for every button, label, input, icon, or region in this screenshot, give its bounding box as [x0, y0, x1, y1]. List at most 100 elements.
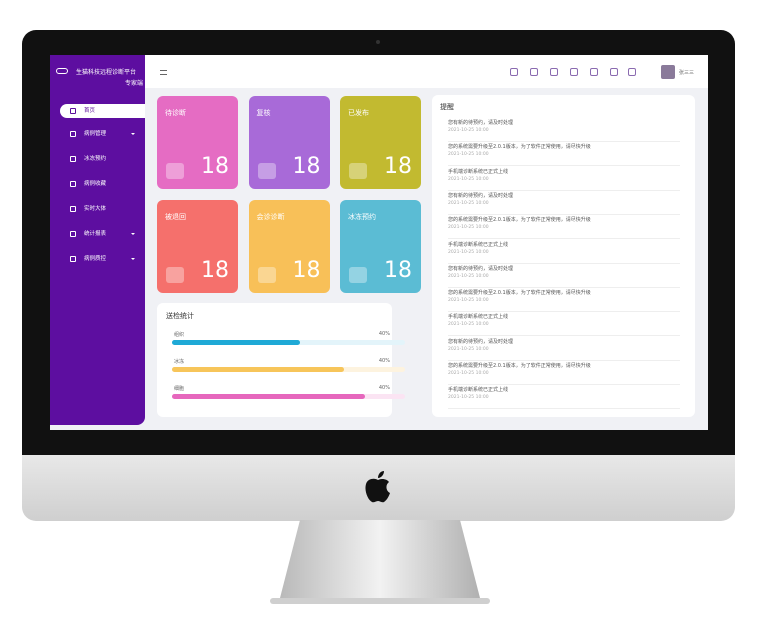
header-icon[interactable]	[590, 68, 598, 76]
progress-bar	[172, 367, 345, 372]
stat-percent: 40%	[378, 385, 390, 391]
reminder-time: 2021-10-25 10:00	[448, 152, 489, 158]
reminder-text: 您有新的待预约，请及时处理	[448, 192, 514, 199]
reminder-time: 2021-10-25 10:00	[448, 346, 489, 352]
menu-icon	[70, 256, 76, 262]
header-icon[interactable]	[510, 68, 518, 76]
menu-item[interactable]: 病例质控	[60, 252, 145, 266]
screen: 生猫科技远程诊断平台 专家端 张三三 送检统计 提醒 首页 病例管理 冰冻预约 病例收…	[50, 55, 708, 430]
header-icon[interactable]	[530, 68, 538, 76]
stat-card[interactable]: 待诊断 18	[157, 96, 238, 189]
reminder-item[interactable]: 手机端诊断系统已正式上线 2021-10-25 10:00	[448, 168, 680, 191]
reminder-text: 手机端诊断系统已正式上线	[448, 168, 509, 175]
header-icon[interactable]	[610, 68, 618, 76]
progress-track	[172, 394, 405, 399]
progress-bar	[172, 340, 301, 345]
reminder-text: 您的系统需要升级至2.0.1版本，为了软件正常使用，请尽快升级	[448, 363, 591, 369]
reminder-time: 2021-10-25 10:00	[448, 298, 489, 304]
menu-item[interactable]: 冰冻预约	[60, 152, 145, 166]
card-label: 复核	[256, 109, 271, 117]
stat-percent: 40%	[378, 331, 390, 337]
reminder-item[interactable]: 手机端诊断系统已正式上线 2021-10-25 10:00	[448, 313, 680, 337]
card-label: 被退回	[165, 213, 186, 221]
reminder-time: 2021-10-25 10:00	[448, 273, 489, 279]
reminder-time: 2021-10-25 10:00	[448, 225, 489, 231]
menu-label: 病例管理	[84, 131, 107, 137]
progress-track	[172, 367, 405, 372]
card-icon	[349, 163, 367, 179]
reminder-item[interactable]: 您有新的待预约，请及时处理 2021-10-25 10:00	[448, 338, 680, 361]
stat-card[interactable]: 复核 18	[248, 96, 330, 189]
menu-icon	[70, 108, 76, 114]
card-label: 会诊诊断	[256, 213, 285, 221]
reminder-time: 2021-10-25 10:00	[448, 249, 489, 255]
reminder-text: 您的系统需要升级至2.0.1版本，为了软件正常使用，请尽快升级	[448, 217, 591, 224]
menu-icon	[70, 231, 76, 237]
reminder-text: 您的系统需要升级至2.0.1版本，为了软件正常使用，请尽快升级	[448, 144, 591, 151]
progress-bar	[172, 394, 366, 399]
menu-arrow	[131, 133, 135, 137]
reminder-text: 手机端诊断系统已正式上线	[448, 314, 509, 321]
reminder-text: 您有新的待预约，请及时处理	[448, 338, 514, 345]
card-label: 待诊断	[165, 109, 186, 117]
app-title: 生猫科技远程诊断平台	[76, 69, 137, 76]
reminder-time: 2021-10-25 10:00	[448, 200, 489, 206]
reminder-text: 您的系统需要升级至2.0.1版本，为了软件正常使用，请尽快升级	[448, 290, 591, 297]
menu-label: 病例收藏	[84, 181, 107, 187]
stats-title: 送检统计	[166, 312, 194, 320]
reminder-item[interactable]: 您有新的待预约，请及时处理 2021-10-25 10:00	[448, 192, 680, 215]
topbar	[145, 55, 708, 88]
app-subtitle: 专家端	[124, 80, 143, 87]
header-icon[interactable]	[628, 68, 636, 76]
menu-item[interactable]: 统计报表	[60, 227, 145, 241]
menu-item[interactable]: 实时大体	[60, 202, 145, 216]
menu-label: 首页	[84, 108, 96, 114]
card-icon	[257, 267, 276, 283]
reminder-item[interactable]: 您有新的待预约，请及时处理 2021-10-25 10:00	[448, 119, 680, 142]
reminder-text: 手机端诊断系统已正式上线	[448, 241, 509, 248]
reminder-time: 2021-10-25 10:00	[448, 322, 489, 328]
stat-label: 细胞	[174, 386, 185, 392]
stat-card[interactable]: 已发布 18	[340, 96, 421, 189]
card-icon	[166, 267, 184, 283]
apple-logo	[365, 471, 390, 503]
menu-icon	[70, 131, 76, 137]
reminder-item[interactable]: 您的系统需要升级至2.0.1版本，为了软件正常使用，请尽快升级 2021-10-2…	[448, 216, 680, 240]
stat-card[interactable]: 冰冻预约 18	[340, 200, 421, 293]
header-icon[interactable]	[570, 68, 578, 76]
card-icon	[166, 163, 184, 179]
camera	[376, 40, 380, 44]
logo	[56, 68, 68, 74]
card-value: 18	[384, 258, 412, 283]
stat-card[interactable]: 会诊诊断 18	[248, 200, 330, 293]
menu-item[interactable]: 病例管理	[60, 127, 145, 141]
reminder-item[interactable]: 您的系统需要升级至2.0.1版本，为了软件正常使用，请尽快升级 2021-10-2…	[448, 362, 680, 385]
menu-toggle[interactable]	[160, 70, 167, 75]
menu-arrow	[131, 233, 135, 237]
menu-item[interactable]: 首页	[60, 104, 145, 118]
reminder-text: 手机端诊断系统已正式上线	[448, 387, 509, 394]
reminder-item[interactable]: 手机端诊断系统已正式上线 2021-10-25 10:00	[448, 241, 680, 264]
card-value: 18	[384, 154, 412, 179]
card-icon	[257, 163, 276, 179]
reminder-text: 您有新的待预约，请及时处理	[448, 265, 514, 272]
menu-item[interactable]: 病例收藏	[60, 177, 145, 191]
card-value: 18	[201, 258, 229, 283]
stat-card[interactable]: 被退回 18	[157, 200, 238, 293]
user-name[interactable]: 张三三	[679, 70, 695, 76]
stat-percent: 40%	[378, 358, 390, 364]
reminder-text: 您有新的待预约，请及时处理	[448, 120, 514, 126]
reminder-item[interactable]: 您的系统需要升级至2.0.1版本，为了软件正常使用，请尽快升级 2021-10-2…	[448, 289, 680, 313]
menu-arrow	[131, 258, 135, 262]
menu-icon	[70, 181, 76, 187]
reminder-title: 提醒	[440, 103, 454, 111]
header-icon[interactable]	[550, 68, 558, 76]
reminder-item[interactable]: 手机端诊断系统已正式上线 2021-10-25 10:00	[448, 386, 680, 410]
imac-stand	[270, 520, 490, 604]
menu-icon	[70, 206, 76, 212]
card-value: 18	[201, 154, 229, 179]
reminder-item[interactable]: 您有新的待预约，请及时处理 2021-10-25 10:00	[448, 265, 680, 288]
card-label: 冰冻预约	[348, 213, 376, 221]
reminder-item[interactable]: 您的系统需要升级至2.0.1版本，为了软件正常使用，请尽快升级 2021-10-2…	[448, 143, 680, 167]
avatar[interactable]	[661, 65, 675, 79]
